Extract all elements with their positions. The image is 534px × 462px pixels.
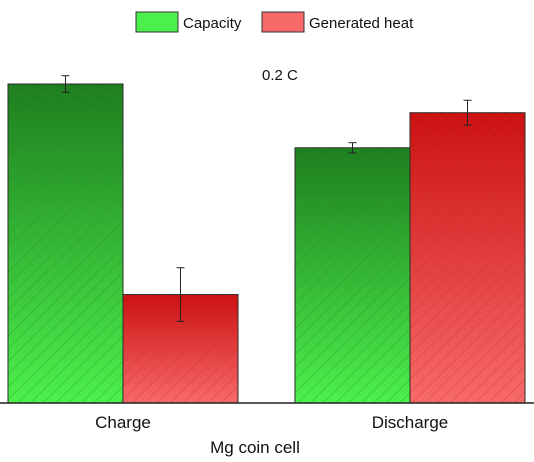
x-ticks-group: Charge Discharge (95, 413, 448, 432)
error-bar-charge-generated-heat (176, 267, 185, 322)
legend-label-capacity: Capacity (183, 15, 242, 32)
bars-group (7, 83, 526, 404)
bar-hatch-discharge-capacity (295, 147, 410, 403)
error-bars-group (61, 75, 472, 322)
error-bar-charge-capacity (61, 75, 70, 93)
x-axis-title: Mg coin cell (210, 438, 300, 457)
error-bar-discharge-capacity (348, 142, 357, 154)
legend-swatch-generated-heat (261, 11, 305, 33)
bar-hatch-discharge-generated-heat (410, 112, 525, 404)
rate-annotation: 0.2 C (262, 67, 298, 84)
x-tick-label-charge: Charge (95, 413, 151, 432)
bar-hatch-charge-capacity (8, 84, 123, 403)
legend: Capacity Generated heat (135, 11, 414, 33)
x-tick-label-discharge: Discharge (372, 413, 449, 432)
legend-label-generated-heat: Generated heat (309, 15, 414, 32)
error-bar-discharge-generated-heat (463, 99, 472, 126)
legend-swatch-capacity (135, 11, 179, 33)
